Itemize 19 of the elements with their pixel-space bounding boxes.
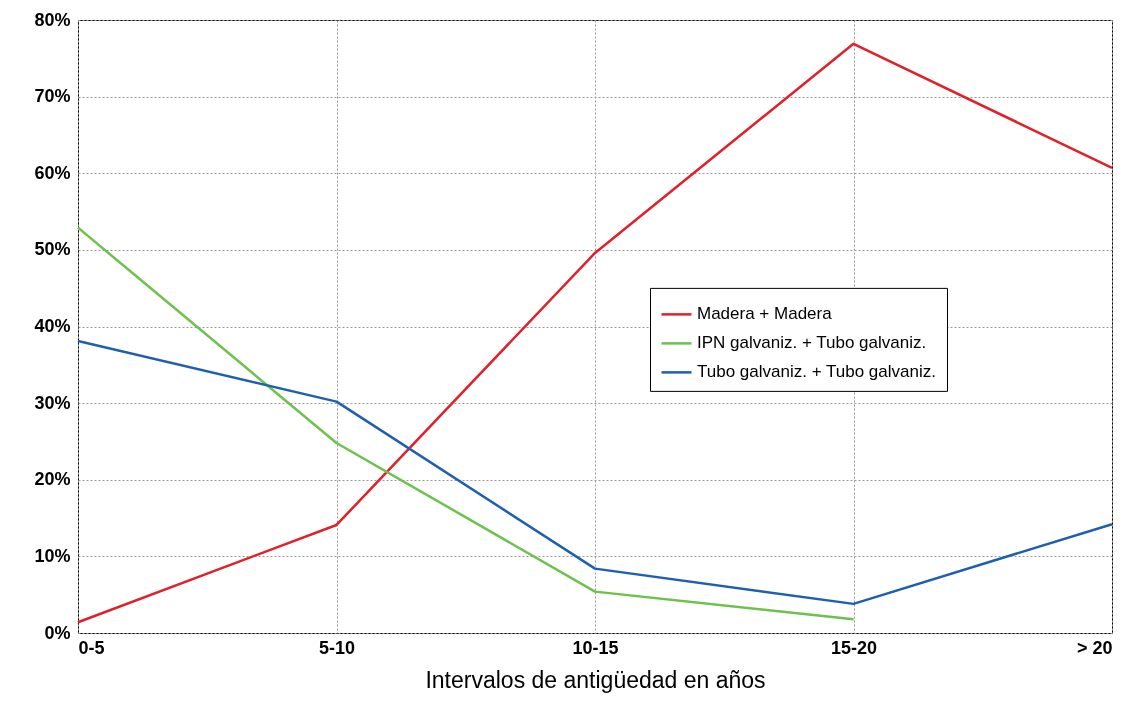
y-tick-label: 0% <box>44 622 71 643</box>
x-tick-label: 0-5 <box>78 637 105 658</box>
x-axis-title: Intervalos de antigüedad en años <box>425 666 766 693</box>
x-tick-label: 15-20 <box>830 637 878 658</box>
y-tick-label: 50% <box>34 239 71 260</box>
line-series <box>76 42 1114 624</box>
y-tick-label: 70% <box>34 86 71 107</box>
y-tick-label: 30% <box>34 392 71 413</box>
x-tick-label: 5-10 <box>318 637 356 658</box>
y-tick-label: 60% <box>34 162 71 183</box>
legend-label: Madera + Madera <box>697 304 833 324</box>
legend-label: Tubo galvaniz. + Tubo galvaniz. <box>697 362 936 382</box>
legend-label: IPN galvaniz. + Tubo galvaniz. <box>697 333 927 353</box>
y-tick-label: 80% <box>34 9 71 30</box>
x-tick-label: > 20 <box>1076 637 1113 658</box>
y-tick-label: 10% <box>34 545 71 566</box>
y-tick-label: 20% <box>34 469 71 490</box>
y-tick-label: 40% <box>34 316 71 336</box>
x-tick-label: 10-15 <box>572 637 619 658</box>
